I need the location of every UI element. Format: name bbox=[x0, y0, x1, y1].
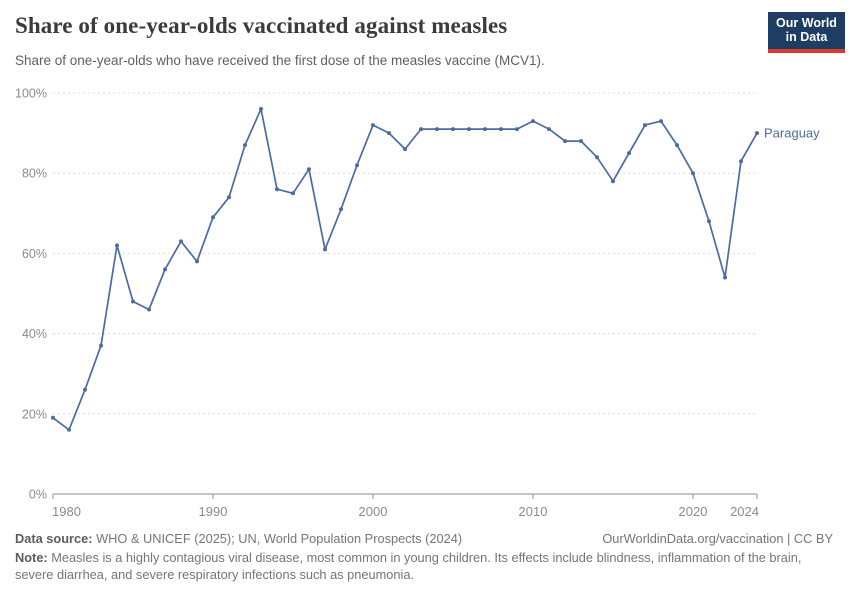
data-point-marker[interactable] bbox=[675, 143, 679, 148]
data-point-marker[interactable] bbox=[179, 239, 183, 244]
data-point-marker[interactable] bbox=[435, 127, 439, 132]
data-point-marker[interactable] bbox=[211, 215, 215, 220]
x-tick-label: 2000 bbox=[359, 504, 388, 519]
data-point-marker[interactable] bbox=[355, 163, 359, 168]
data-point-marker[interactable] bbox=[115, 243, 119, 248]
data-point-marker[interactable] bbox=[419, 127, 423, 132]
data-point-marker[interactable] bbox=[259, 107, 263, 111]
data-point-marker[interactable] bbox=[547, 127, 551, 132]
data-point-marker[interactable] bbox=[291, 191, 295, 196]
data-point-marker[interactable] bbox=[51, 415, 55, 420]
owid-logo-line1: Our World bbox=[776, 16, 837, 30]
data-point-marker[interactable] bbox=[531, 119, 535, 124]
note-text: Measles is a highly contagious viral dis… bbox=[15, 550, 802, 582]
data-point-marker[interactable] bbox=[323, 247, 327, 252]
y-tick-label: 20% bbox=[22, 407, 47, 421]
data-point-marker[interactable] bbox=[723, 275, 727, 280]
owid-logo-box: Our World in Data bbox=[768, 12, 845, 49]
data-point-marker[interactable] bbox=[387, 131, 391, 136]
data-point-marker[interactable] bbox=[83, 387, 87, 392]
page-title: Share of one-year-olds vaccinated agains… bbox=[15, 13, 508, 38]
data-point-marker[interactable] bbox=[147, 307, 151, 312]
data-point-marker[interactable] bbox=[499, 127, 503, 132]
data-point-marker[interactable] bbox=[467, 127, 471, 132]
data-point-marker[interactable] bbox=[611, 179, 615, 184]
y-tick-label: 60% bbox=[22, 247, 47, 261]
x-tick-label: 1990 bbox=[199, 504, 228, 519]
x-tick-label: 1980 bbox=[52, 504, 81, 519]
data-point-marker[interactable] bbox=[627, 151, 631, 156]
data-point-marker[interactable] bbox=[339, 207, 343, 212]
x-tick-label: 2010 bbox=[519, 504, 548, 519]
owid-logo[interactable]: Our World in Data bbox=[768, 12, 845, 53]
y-tick-label: 80% bbox=[22, 167, 47, 181]
data-point-marker[interactable] bbox=[403, 147, 407, 152]
license-link[interactable]: OurWorldinData.org/vaccination | CC BY bbox=[602, 531, 833, 546]
chart-footer: Data source: WHO & UNICEF (2025); UN, Wo… bbox=[15, 531, 835, 582]
series-end-label[interactable]: Paraguay bbox=[764, 126, 820, 141]
data-point-marker[interactable] bbox=[691, 171, 695, 176]
data-point-marker[interactable] bbox=[579, 139, 583, 144]
owid-logo-red-bar bbox=[768, 49, 845, 53]
y-tick-label: 40% bbox=[22, 327, 47, 341]
data-point-marker[interactable] bbox=[99, 343, 103, 348]
data-point-marker[interactable] bbox=[195, 259, 199, 264]
data-point-marker[interactable] bbox=[227, 195, 231, 200]
data-source-line: Data source: WHO & UNICEF (2025); UN, Wo… bbox=[15, 531, 462, 546]
data-source-label: Data source: bbox=[15, 531, 93, 546]
data-point-marker[interactable] bbox=[371, 123, 375, 128]
data-point-marker[interactable] bbox=[595, 155, 599, 160]
data-point-marker[interactable] bbox=[643, 123, 647, 128]
data-point-marker[interactable] bbox=[483, 127, 487, 132]
data-point-marker[interactable] bbox=[243, 143, 247, 148]
data-point-marker[interactable] bbox=[451, 127, 455, 132]
data-point-marker[interactable] bbox=[755, 131, 759, 136]
data-point-marker[interactable] bbox=[707, 219, 711, 224]
data-point-marker[interactable] bbox=[131, 299, 135, 304]
x-tick-label: 2024 bbox=[730, 504, 759, 519]
data-point-marker[interactable] bbox=[515, 127, 519, 132]
data-point-marker[interactable] bbox=[163, 267, 167, 272]
data-point-marker[interactable] bbox=[659, 119, 663, 124]
chart-note: Note: Measles is a highly contagious vir… bbox=[15, 550, 817, 584]
data-point-marker[interactable] bbox=[275, 187, 279, 192]
data-point-marker[interactable] bbox=[67, 427, 71, 432]
y-tick-label: 100% bbox=[15, 87, 47, 101]
data-point-marker[interactable] bbox=[307, 167, 311, 172]
data-point-marker[interactable] bbox=[739, 159, 743, 164]
owid-logo-line2: in Data bbox=[785, 30, 828, 44]
data-point-marker[interactable] bbox=[563, 139, 567, 144]
y-tick-label: 0% bbox=[29, 488, 47, 502]
note-label: Note: bbox=[15, 550, 48, 565]
data-source-text: WHO & UNICEF (2025); UN, World Populatio… bbox=[92, 531, 463, 546]
x-tick-label: 2020 bbox=[679, 504, 708, 519]
chart-subtitle: Share of one-year-olds who have received… bbox=[15, 53, 545, 68]
trend-line[interactable] bbox=[52, 108, 758, 431]
